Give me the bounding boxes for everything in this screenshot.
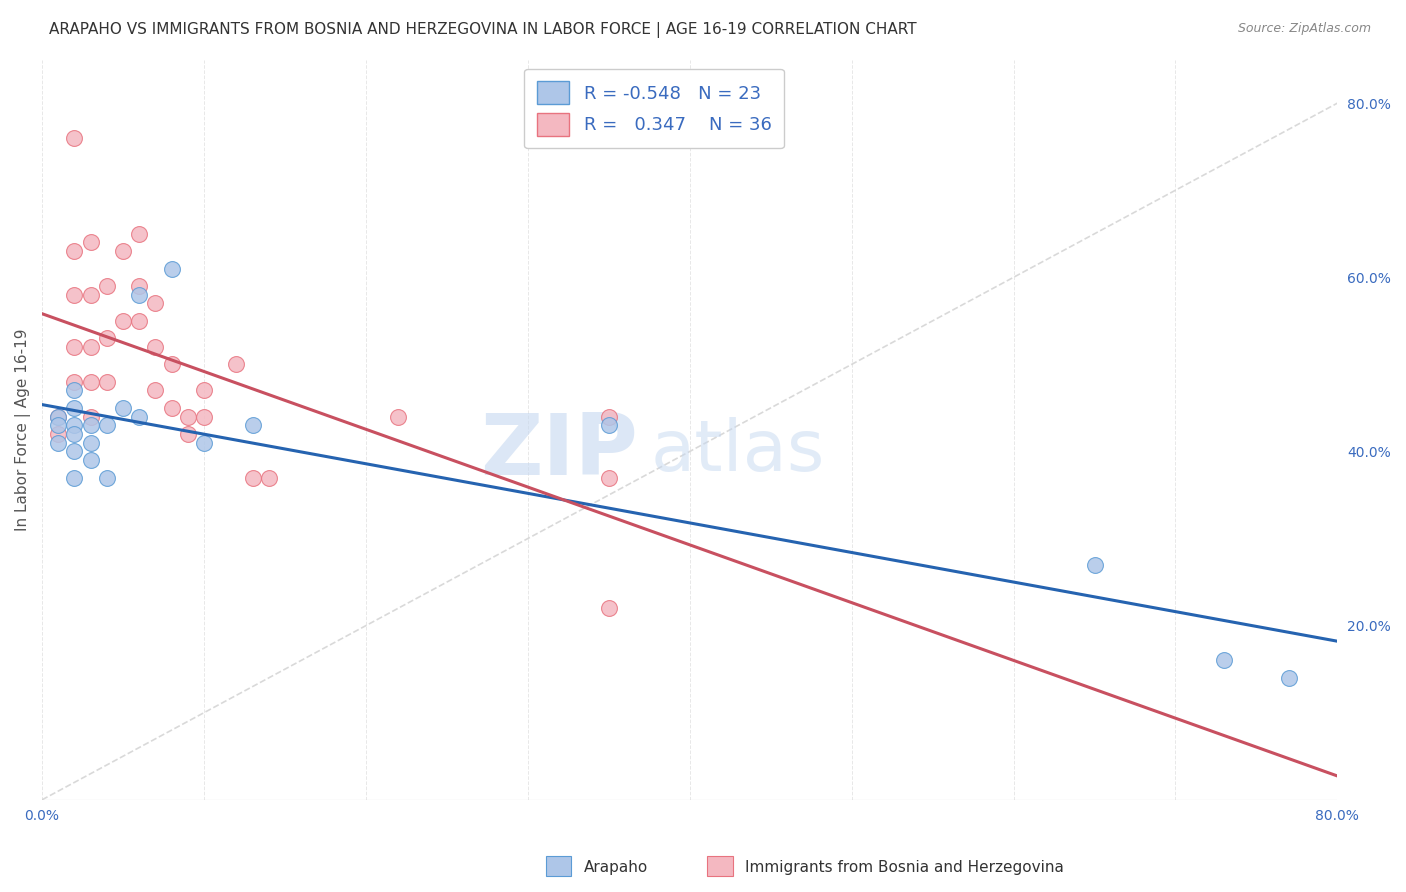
Legend: R = -0.548   N = 23, R =   0.347    N = 36: R = -0.548 N = 23, R = 0.347 N = 36 [524, 69, 785, 148]
Point [112, 244, 135, 259]
Point [63, 244, 86, 259]
Point [598, 409, 620, 424]
Point [96, 375, 118, 389]
Point [96, 418, 118, 433]
Point [128, 314, 150, 328]
Point [128, 287, 150, 301]
Point [242, 418, 264, 433]
Point [128, 409, 150, 424]
Point [46, 409, 69, 424]
Point [160, 401, 183, 415]
Point [79, 235, 101, 250]
Point [46, 427, 69, 442]
Point [160, 261, 183, 276]
Point [63, 418, 86, 433]
Point [63, 470, 86, 484]
Point [193, 435, 215, 450]
Point [79, 409, 101, 424]
Point [145, 296, 167, 310]
Text: ARAPAHO VS IMMIGRANTS FROM BOSNIA AND HERZEGOVINA IN LABOR FORCE | AGE 16-19 COR: ARAPAHO VS IMMIGRANTS FROM BOSNIA AND HE… [49, 22, 917, 38]
Point [193, 409, 215, 424]
Point [112, 401, 135, 415]
Point [112, 314, 135, 328]
Point [79, 453, 101, 467]
Point [177, 409, 200, 424]
Text: Arapaho: Arapaho [583, 860, 648, 874]
Text: Immigrants from Bosnia and Herzegovina: Immigrants from Bosnia and Herzegovina [745, 860, 1064, 874]
Point [193, 384, 215, 398]
Point [63, 340, 86, 354]
Point [63, 444, 86, 458]
Point [1083, 558, 1105, 572]
Point [79, 418, 101, 433]
Point [63, 384, 86, 398]
Point [46, 418, 69, 433]
Point [257, 470, 280, 484]
Point [177, 427, 200, 442]
Point [598, 601, 620, 615]
Point [63, 401, 86, 415]
Text: ZIP: ZIP [481, 410, 638, 493]
Point [63, 375, 86, 389]
Point [79, 340, 101, 354]
Point [598, 470, 620, 484]
Point [145, 384, 167, 398]
Point [46, 409, 69, 424]
Point [128, 227, 150, 241]
Point [63, 427, 86, 442]
Y-axis label: In Labor Force | Age 16-19: In Labor Force | Age 16-19 [15, 328, 31, 531]
Point [1213, 653, 1236, 667]
Point [598, 418, 620, 433]
Point [79, 435, 101, 450]
Point [387, 409, 409, 424]
Point [79, 287, 101, 301]
Point [96, 470, 118, 484]
Point [63, 131, 86, 145]
Point [145, 340, 167, 354]
Point [128, 279, 150, 293]
Point [79, 375, 101, 389]
Point [160, 357, 183, 371]
Point [242, 470, 264, 484]
Point [63, 287, 86, 301]
Text: atlas: atlas [651, 417, 825, 486]
Point [96, 331, 118, 345]
Point [96, 279, 118, 293]
Point [1278, 671, 1301, 685]
Point [46, 435, 69, 450]
Text: Source: ZipAtlas.com: Source: ZipAtlas.com [1237, 22, 1371, 36]
Point [225, 357, 247, 371]
